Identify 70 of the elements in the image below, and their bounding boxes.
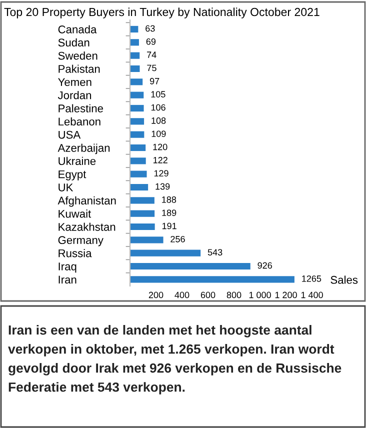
- y-tick-label: Germany: [58, 236, 104, 246]
- x-tick-label: 600: [200, 292, 216, 298]
- bar: [130, 26, 138, 33]
- y-tick-label: Iraq: [58, 262, 76, 273]
- data-label: 191: [162, 222, 176, 230]
- data-label: 63: [146, 25, 155, 32]
- bar: [130, 197, 154, 204]
- bar: [130, 250, 201, 256]
- bar: [130, 170, 147, 178]
- bar: [130, 158, 146, 164]
- data-label: 139: [156, 183, 170, 190]
- text: Iran is een van de landen met het hoogste aantal verkopen in oktober, met 1.265 verkopen. Iran wordt gevolgd door Irak met 926 verkopen en de Russische Federatie met 543 verkopen.: [8, 325, 342, 394]
- data-label: 120: [153, 144, 168, 150]
- data-label: 926: [258, 262, 272, 269]
- y-tick-label: Canada: [58, 25, 97, 34]
- x-axis-title: Sales: [330, 276, 358, 284]
- data-label: 122: [153, 156, 168, 164]
- data-label: 106: [151, 104, 166, 111]
- y-tick-label: USA: [58, 130, 81, 139]
- bar: [130, 39, 139, 46]
- y-tick-label: Lebanon: [58, 117, 100, 126]
- data-label: 189: [162, 210, 176, 216]
- data-label: 108: [152, 117, 166, 124]
- y-tick-label: Kazakhstan: [58, 222, 116, 231]
- y-tick-label: Yemen: [58, 78, 92, 86]
- bar: [130, 92, 144, 98]
- x-tick-label: 1 200: [275, 292, 297, 298]
- y-tick-label: Kuwait: [58, 210, 92, 218]
- bar: [130, 78, 143, 86]
- bar: [130, 65, 140, 72]
- x-tick-label: 200: [148, 292, 164, 298]
- y-tick-label: Sudan: [58, 38, 90, 47]
- data-label: 129: [154, 170, 168, 176]
- bar: [130, 118, 144, 125]
- data-label: 105: [151, 91, 166, 98]
- data-label: 109: [152, 130, 166, 137]
- data-label: 256: [170, 236, 185, 242]
- bar: [130, 262, 250, 270]
- data-label: 75: [147, 64, 156, 72]
- bar: [130, 52, 140, 59]
- data-label: 1265: [302, 275, 322, 282]
- y-tick-label: Pakistan: [58, 64, 100, 73]
- y-tick-label: Ukraine: [58, 156, 96, 166]
- data-label: 74: [147, 52, 156, 58]
- bar: [130, 276, 294, 283]
- y-tick-label: Afghanistan: [58, 196, 116, 207]
- bar: [130, 144, 146, 152]
- y-tick-label: Palestine: [58, 104, 103, 112]
- data-label: 69: [146, 38, 156, 45]
- y-tick-label: UK: [58, 184, 74, 192]
- chart-title: Top 20 Property Buyers in Turkey by Nationality October 2021: [4, 8, 320, 18]
- y-tick-label: Azerbaijan: [58, 144, 110, 154]
- data-label: 188: [162, 196, 176, 203]
- bar: [130, 223, 155, 230]
- x-tick-label: 400: [174, 292, 190, 298]
- x-tick-label: 1 000: [249, 292, 271, 298]
- y-tick-label: Jordan: [58, 91, 92, 100]
- x-tick-label: 800: [226, 292, 242, 298]
- y-tick-label: Russia: [58, 249, 92, 258]
- data-label: 97: [150, 78, 160, 84]
- data-label: 543: [208, 249, 222, 256]
- bar: [130, 184, 148, 191]
- bar: [130, 131, 144, 138]
- y-tick-label: Egypt: [58, 170, 86, 180]
- bar: [130, 210, 155, 217]
- y-tick-label: Sweden: [58, 52, 98, 60]
- bar: [130, 104, 144, 112]
- x-tick-label: 1 400: [301, 292, 323, 298]
- y-tick-label: Iran: [58, 276, 76, 284]
- bar: [130, 236, 164, 244]
